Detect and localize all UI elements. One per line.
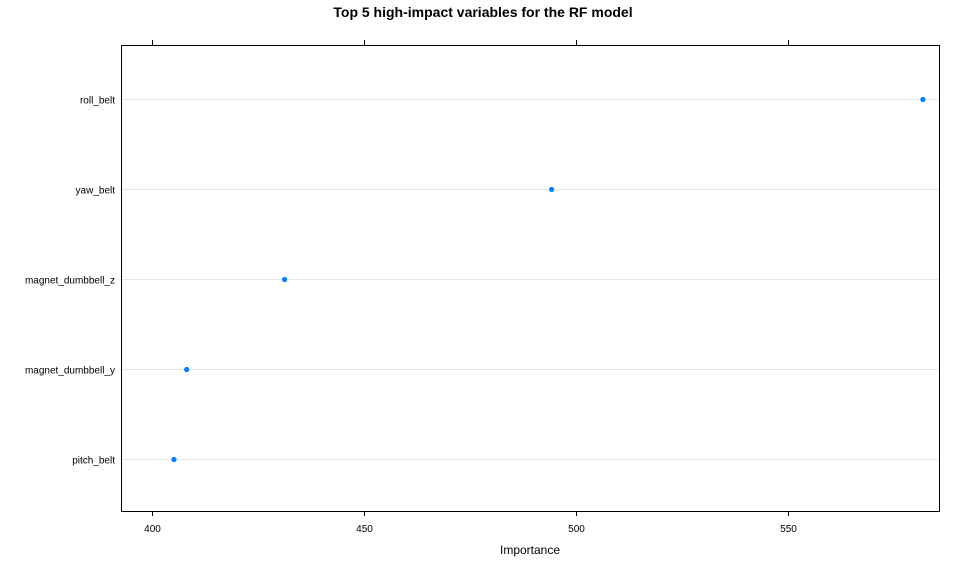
y-tick-label: roll_belt	[80, 96, 115, 107]
y-tick-label: yaw_belt	[76, 186, 116, 197]
y-tick-label: pitch_belt	[72, 456, 115, 467]
data-point	[549, 186, 555, 193]
data-point	[282, 276, 288, 283]
chart-title: Top 5 high-impact variables for the RF m…	[333, 4, 632, 20]
x-tick-label: 450	[356, 524, 373, 535]
y-axis-labels: roll_belt yaw_belt magnet_dumbbell_zmagnet…	[25, 96, 115, 467]
x-axis-title: Importance	[500, 543, 560, 557]
data-point	[171, 456, 177, 463]
gridlines	[121, 99, 939, 460]
x-tick-label: 400	[144, 524, 161, 535]
x-tick-label: 550	[780, 524, 797, 535]
data-points	[171, 96, 926, 463]
data-point	[184, 366, 190, 373]
plot-frame	[121, 45, 940, 512]
x-axis-ticks: 400 450 500 550	[144, 40, 797, 535]
y-tick-label: magnet_dumbbell_z	[25, 276, 115, 287]
data-point	[920, 96, 926, 103]
x-tick-label: 500	[568, 524, 585, 535]
y-tick-label: magnet_dumbbell_y	[25, 366, 115, 377]
